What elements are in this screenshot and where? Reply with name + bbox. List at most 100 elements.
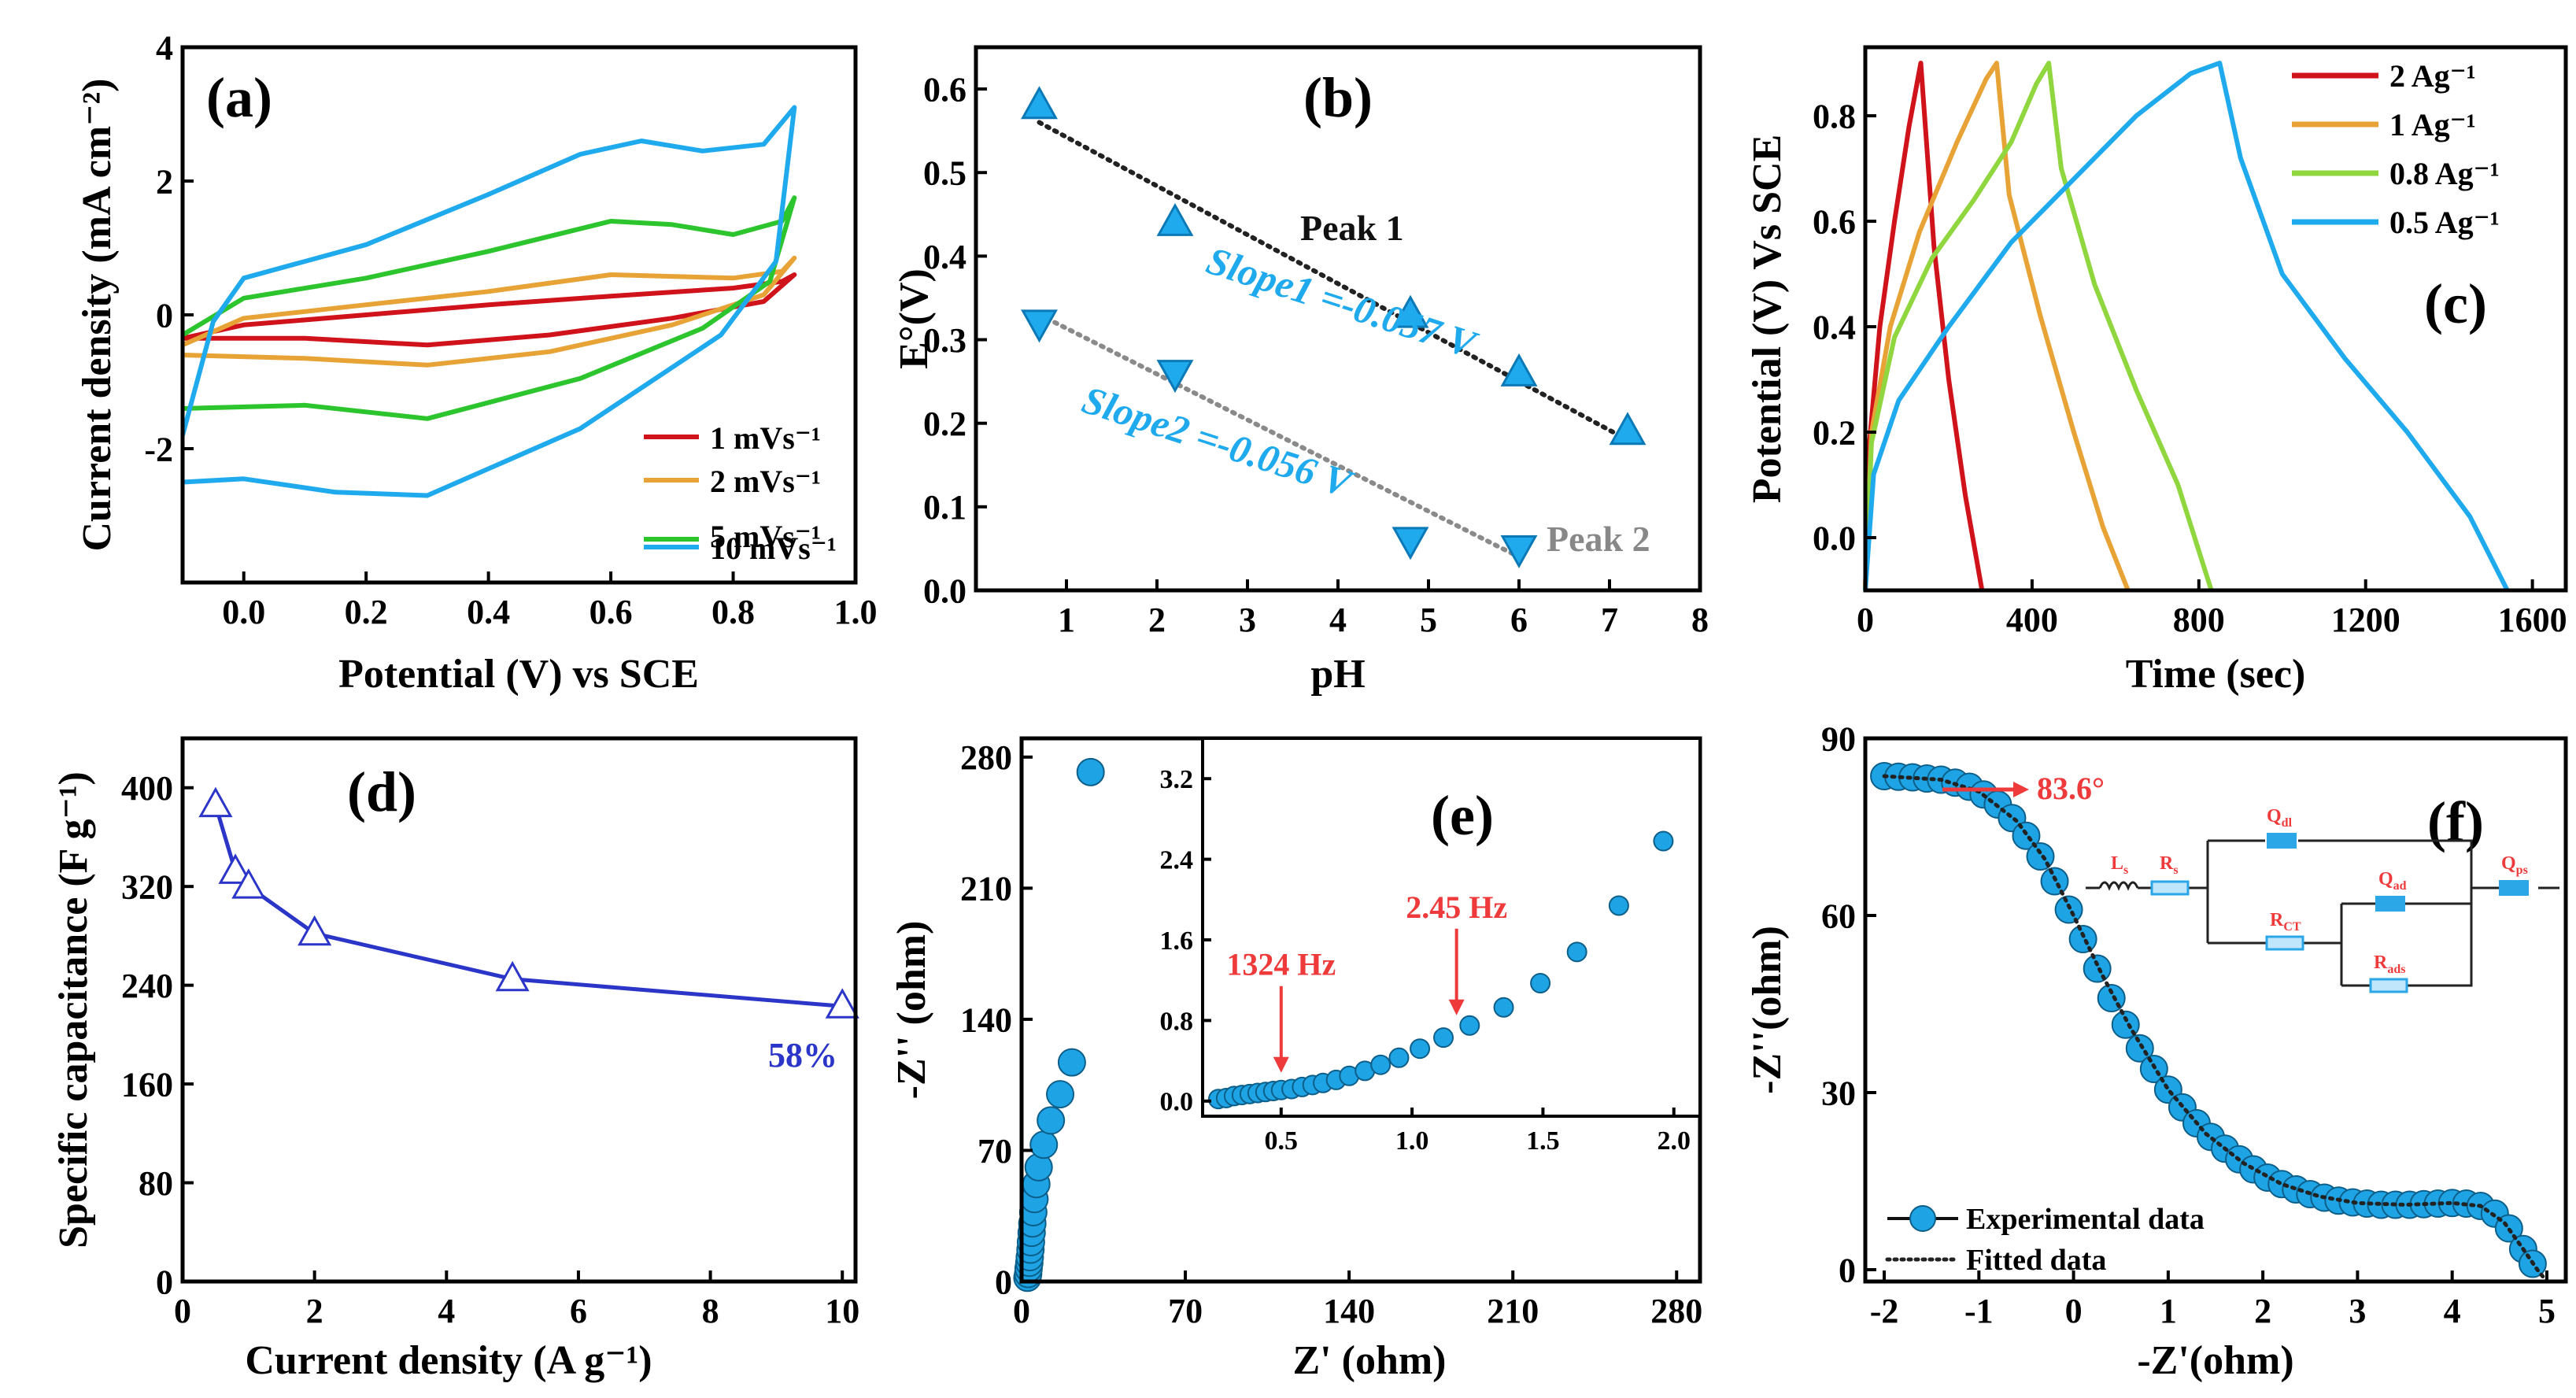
panel-c-legend: 2 Ag⁻¹ 1 Ag⁻¹ 0.8 Ag⁻¹ 0.5 Ag⁻¹: [2292, 58, 2500, 240]
x-tick-label: 3: [2349, 1292, 2366, 1330]
gcd-curve-2ag-1: [1863, 61, 1985, 591]
panel-d-plot-area: 0 2 4 6 8 10 0 80 160 240 320 400: [121, 769, 859, 1330]
y-tick-label: 1.6: [1160, 926, 1194, 956]
panel-a-label: (a): [206, 66, 272, 129]
panel-c-frame: [1863, 45, 2568, 593]
x-tick-label: 1.0: [1395, 1126, 1429, 1156]
cpe-qdl: [2267, 833, 2297, 849]
panel-f-frame: [1863, 736, 2568, 1284]
legend-label-2ag: 2 Ag⁻¹: [2389, 58, 2476, 94]
panel-e-inset: 0.5 1.0 1.5 2.0 0.0 0.8 1.6 2.4 3.2 1324 Hz 2.45 H…: [1160, 737, 1702, 1156]
y-tick-label: 0: [995, 1263, 1012, 1301]
fit-line-peak1: [1037, 120, 1630, 442]
x-tick-label: 1.5: [1526, 1126, 1560, 1156]
cv-curve-1mvs-1: [182, 272, 797, 348]
panel-e: 0 70 140 210 280 0 70 140 210 280 Z' (ohm) -Z'' (…: [889, 736, 1702, 1383]
freq-arrow-head: [1273, 1056, 1289, 1073]
panel-b-label: (b): [1303, 66, 1373, 129]
y-tick-label: 0.2: [923, 405, 966, 443]
y-tick-label: 2: [156, 162, 173, 201]
y-tick-label: 2.4: [1160, 846, 1194, 875]
x-tick-label: -1: [1964, 1292, 1994, 1330]
panel-b-frame: [974, 45, 1702, 593]
peak1-point: [1391, 294, 1429, 328]
x-tick-label: 2: [2254, 1292, 2271, 1330]
freq-label: 1324 Hz: [1226, 947, 1336, 982]
x-tick-label: 3: [1239, 601, 1256, 639]
panel-e-x-axis-label: Z' (ohm): [1293, 1338, 1447, 1383]
inset-point: [1433, 1027, 1454, 1048]
x-tick-label: 5: [2538, 1292, 2556, 1330]
x-tick-label: 6: [1510, 601, 1528, 639]
y-tick-label: 0.4: [923, 238, 966, 276]
panel-e-plot-area: 0 70 140 210 280 0 70 140 210 280: [960, 738, 1702, 1330]
panel-a-frame: [180, 45, 858, 585]
legend-label-08ag: 0.8 Ag⁻¹: [2389, 156, 2500, 191]
panel-a: 0.0 0.2 0.4 0.6 0.8 1.0 -2 0 2 4 (a) Potential (V…: [75, 28, 878, 697]
panel-c-plot-area: 0 400 800 1200 1600 0.0 0.2 0.4 0.6 0.8: [1813, 61, 2567, 639]
resistor-rct: [2265, 935, 2304, 951]
y-tick-label: 3.2: [1160, 765, 1194, 794]
cpe-qad: [2375, 896, 2405, 912]
peak2-point: [1500, 535, 1538, 568]
y-tick-label: -2: [144, 430, 173, 468]
x-tick-label: 8: [1691, 601, 1709, 639]
y-tick-label: 30: [1821, 1074, 1856, 1112]
panel-b-x-axis-label: pH: [1310, 652, 1365, 697]
x-tick-label: 0.5: [1265, 1126, 1299, 1156]
y-tick-label: 0.1: [923, 488, 966, 527]
peak1-point: [1021, 86, 1058, 120]
equivalent-circuit: Ls Rs Qdl Qad RCT Rads Qps: [2086, 806, 2559, 993]
x-tick-label: 4: [2444, 1292, 2461, 1330]
y-tick-label: 0.8: [1813, 97, 1856, 135]
capacitance-point: [198, 786, 233, 818]
x-tick-label: 5: [1420, 601, 1437, 639]
panel-f-x-axis-label: -Z'(ohm): [2137, 1338, 2293, 1383]
panel-f-label: (f): [2427, 790, 2484, 853]
peak2-point: [1391, 527, 1429, 560]
peak1-point: [1609, 412, 1646, 446]
y-tick-label: 60: [1821, 897, 1856, 935]
experimental-point: [2068, 925, 2097, 953]
x-tick-label: 2: [1148, 601, 1166, 639]
inset-point: [1608, 895, 1629, 916]
x-tick-label: 0.0: [222, 593, 265, 631]
panel-a-legend: 1 mVs⁻¹ 2 mVs⁻¹ 5 mVs⁻¹ 10 mVs⁻¹: [644, 420, 837, 566]
panel-b-plot-area: 1 2 3 4 5 6 7 8 0.0 0.1 0.2 0.3 0.4 0.5 0.6: [923, 70, 1709, 639]
x-tick-label: 0: [2065, 1292, 2083, 1330]
y-tick-label: 0.4: [1813, 308, 1856, 346]
x-tick-label: 6: [570, 1292, 587, 1330]
x-tick-label: 800: [2173, 601, 2225, 639]
cv-curve-10mvs-1: [180, 105, 797, 498]
gcd-curve-1ag-1: [1863, 61, 2131, 592]
cpe-qps: [2499, 880, 2529, 896]
y-tick-label: 160: [121, 1065, 173, 1104]
nyquist-point: [1076, 757, 1105, 786]
y-tick-label: 0: [156, 296, 173, 335]
angle-annotation: 83.6°: [1942, 771, 2105, 806]
peak1-point: [1156, 202, 1194, 236]
experimental-point: [2083, 954, 2112, 983]
inductor-ls: [2098, 881, 2139, 891]
inset-point: [1410, 1038, 1431, 1060]
peak1-label: Peak 1: [1300, 208, 1404, 248]
panel-a-y-axis-label: Current density (mA cm⁻²): [75, 79, 120, 552]
legend-label-1mvs: 1 mVs⁻¹: [710, 420, 821, 456]
capacitance-point: [298, 915, 332, 946]
x-tick-label: 1200: [2331, 601, 2400, 639]
capacitance-point: [218, 853, 253, 884]
capacitance-point: [495, 960, 530, 992]
y-tick-label: 90: [1821, 719, 1856, 758]
retention-label: 58%: [768, 1036, 837, 1074]
y-tick-label: 280: [960, 738, 1012, 777]
legend-label-1ag: 1 Ag⁻¹: [2389, 107, 2476, 142]
freq-label: 2.45 Hz: [1406, 889, 1507, 925]
x-tick-label: 0: [1013, 1292, 1030, 1330]
panel-d-label: (d): [347, 760, 416, 823]
panel-c-y-axis-label: Potential (V) Vs SCE: [1745, 135, 1790, 503]
circuit-label-rads: Rads: [2374, 952, 2405, 976]
x-tick-label: 8: [702, 1292, 719, 1330]
panel-b: 1 2 3 4 5 6 7 8 0.0 0.1 0.2 0.3 0.4 0.5 0.6 (b) pH E°(…: [892, 45, 1709, 697]
circuit-label-rs: Rs: [2160, 853, 2179, 877]
x-tick-label: 4: [438, 1292, 455, 1330]
